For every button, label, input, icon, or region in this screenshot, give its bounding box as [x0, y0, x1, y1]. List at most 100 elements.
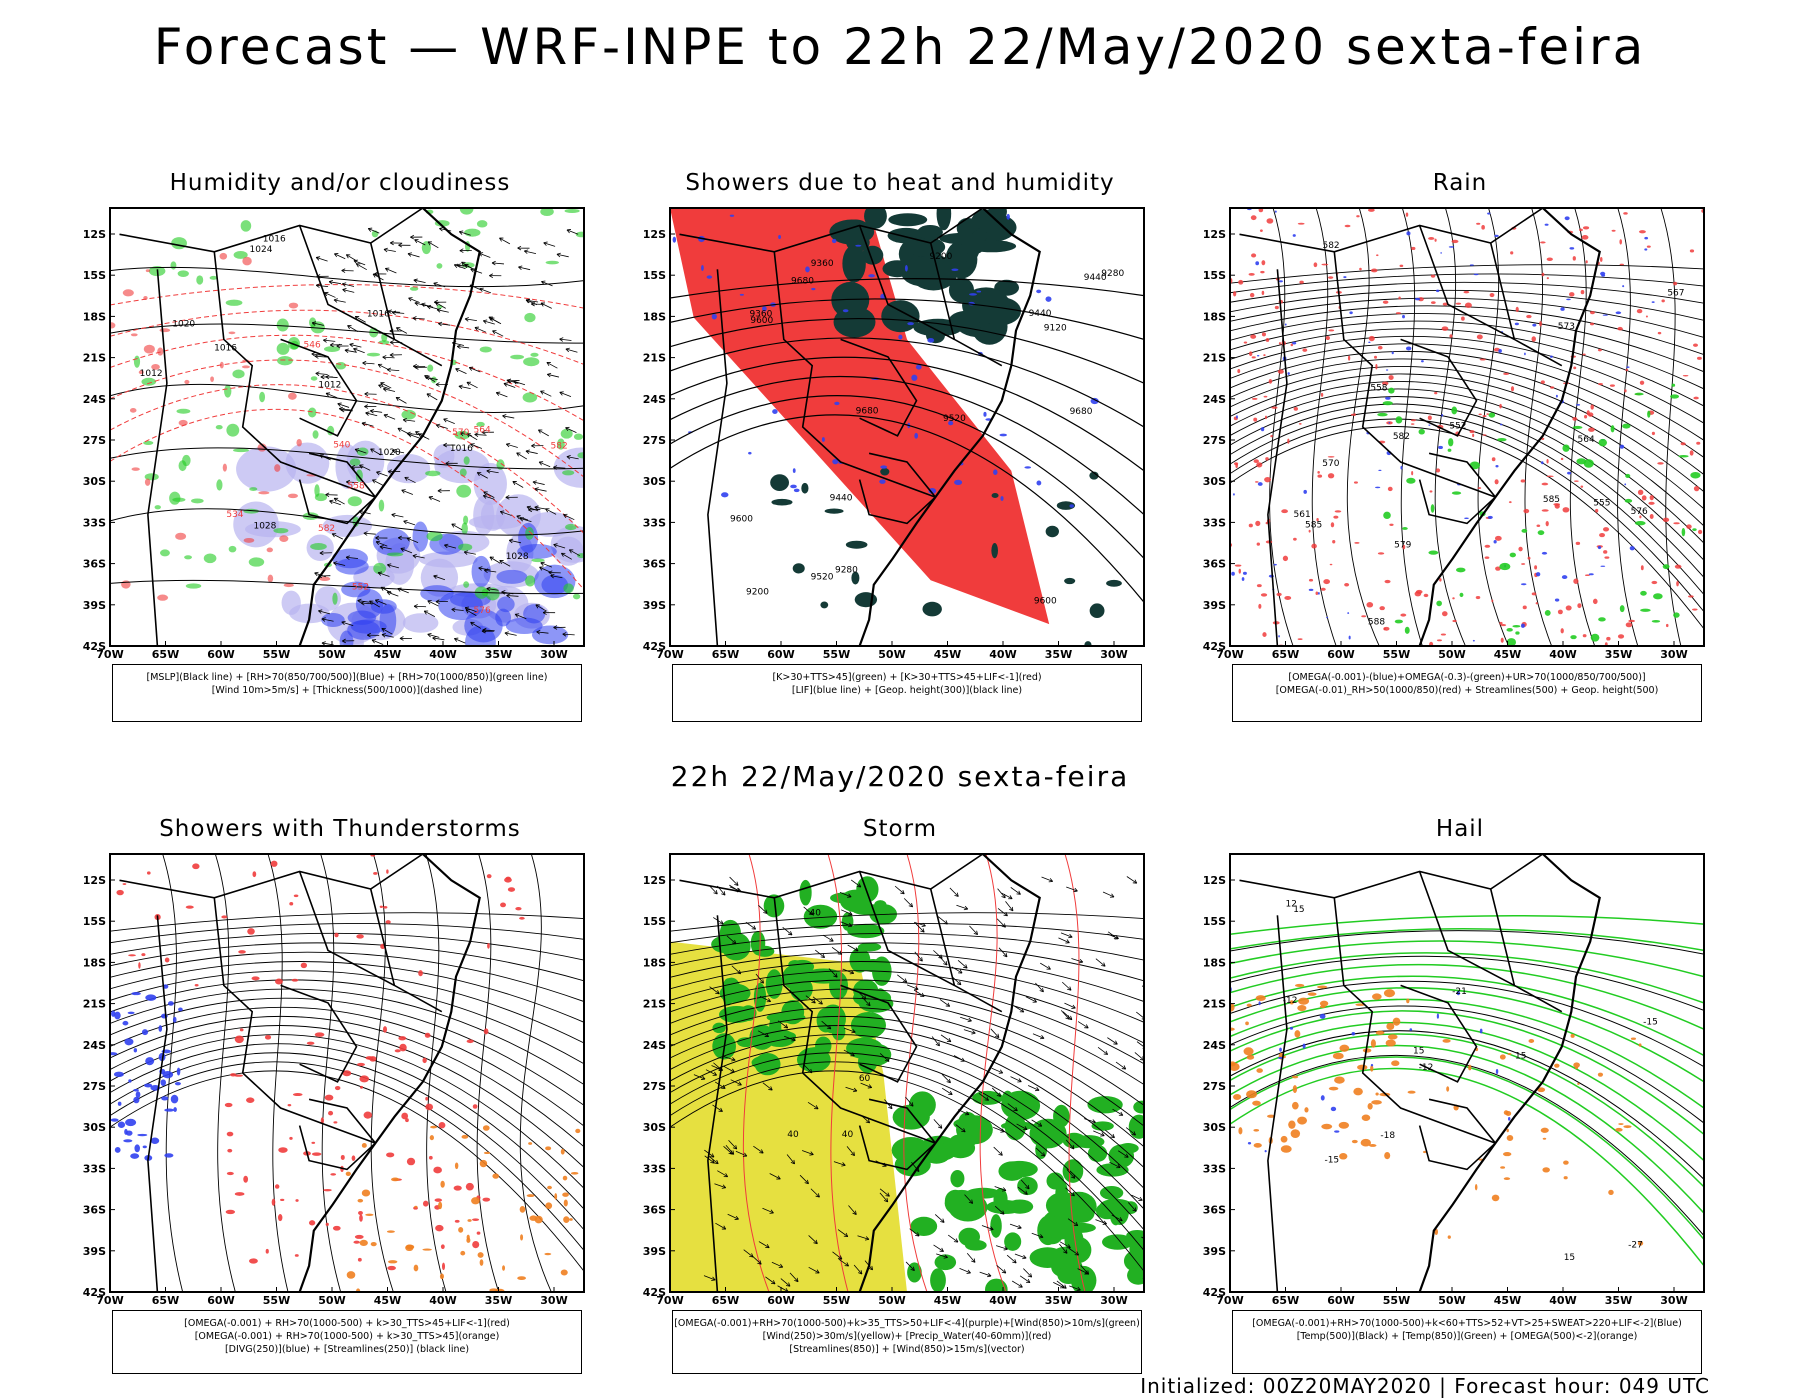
legend-box: [OMEGA(-0.001) + RH>70(1000-500) + k>30_…: [112, 1310, 582, 1374]
field-blob: [483, 1028, 489, 1035]
wind-vector: [470, 443, 482, 449]
country-border: [679, 208, 984, 253]
wind-vector: [1027, 1085, 1040, 1091]
wind-vector: [969, 925, 978, 935]
field-blob: [1531, 336, 1536, 342]
field-blob: [1298, 997, 1310, 1005]
wind-vector-head: [371, 639, 377, 644]
wind-vector-head: [376, 471, 381, 476]
field-blob: [1447, 1235, 1451, 1239]
field-blob: [1264, 1149, 1267, 1153]
field-blob: [230, 1073, 237, 1077]
field-blob: [1317, 985, 1328, 989]
wind-vector: [765, 1276, 776, 1285]
wind-vector-head: [808, 910, 814, 916]
wind-vector: [415, 431, 426, 439]
country-border: [298, 871, 395, 987]
country-border: [1489, 888, 1563, 1013]
wind-vector-head: [553, 625, 558, 630]
wind-vector-head: [314, 571, 319, 577]
field-blob: [325, 1222, 329, 1227]
wind-vector-head: [342, 638, 346, 644]
wind-vector-head: [458, 230, 464, 235]
field-blob: [936, 208, 952, 231]
field-blob: [138, 962, 141, 969]
contour-label: -18: [1380, 1131, 1395, 1141]
field-blob: [1293, 407, 1299, 411]
wind-vector: [841, 909, 853, 916]
lon-tick-label: 45W: [934, 1294, 961, 1307]
field-blob: [356, 934, 364, 939]
field-blob: [361, 1143, 367, 1148]
contour-line: [1230, 388, 1704, 544]
wind-vector-head: [759, 979, 764, 984]
field-blob: [1260, 427, 1265, 432]
country-border: [1333, 897, 1496, 1144]
subtitle: 22h 22/May/2020 sexta-feira: [670, 760, 1130, 793]
field-blob: [1311, 543, 1317, 549]
wind-vector-head: [387, 367, 392, 373]
lon-tick-label: 50W: [878, 1294, 905, 1307]
field-blob: [422, 1248, 432, 1251]
field-blob: [1330, 522, 1335, 528]
lat-tick-label: 12S: [1203, 874, 1226, 887]
lat-tick-label: 39S: [1203, 1245, 1226, 1258]
wind-vector-head: [347, 325, 352, 330]
wind-vector-head: [403, 519, 408, 525]
contour-line: [670, 395, 1144, 559]
wind-vector-head: [1073, 1221, 1079, 1227]
wind-vector-head: [837, 1255, 843, 1260]
wind-vector: [361, 422, 374, 427]
field-blob: [1600, 565, 1606, 567]
field-blob: [712, 1022, 726, 1034]
wind-vector: [459, 231, 471, 236]
field-blob: [1624, 498, 1633, 503]
field-blob: [1611, 229, 1616, 232]
field-blob: [1017, 1176, 1038, 1196]
field-blob: [1582, 353, 1586, 356]
field-blob: [1297, 638, 1303, 640]
wind-vector: [463, 551, 476, 555]
field-blob: [845, 540, 868, 549]
field-blob: [1263, 395, 1268, 398]
wind-vector-head: [540, 561, 545, 567]
field-blob: [236, 446, 297, 492]
field-blob: [553, 447, 584, 488]
wind-vector: [838, 1258, 849, 1267]
wind-vector: [337, 403, 350, 408]
field-blob: [453, 1185, 462, 1191]
contour-label: 588: [1368, 618, 1385, 628]
field-blob: [1230, 1027, 1235, 1031]
field-blob: [1638, 230, 1646, 234]
contour-label: 576: [1631, 507, 1648, 517]
legend-line: [DIVG(250)](blue) + [Streamlines(250)] (…: [224, 1344, 470, 1355]
wind-vector-head: [766, 998, 771, 1003]
map-panel-5: Storm 40 40 40 60 12S 15S 18S 21S 24S 27S 30S 33S 36S…: [620, 816, 1180, 1386]
field-blob: [1299, 280, 1304, 284]
field-blob: [1447, 448, 1452, 452]
field-blob: [1230, 1002, 1235, 1012]
wind-vector: [1067, 1218, 1079, 1226]
field-blob: [1673, 281, 1678, 286]
wind-vector-head: [370, 448, 375, 453]
contour-line: [110, 970, 584, 1044]
field-blob: [1510, 386, 1515, 392]
field-blob: [486, 874, 492, 879]
wind-vector: [708, 1155, 719, 1164]
field-blob: [1328, 1086, 1339, 1091]
field-blob: [252, 871, 257, 878]
wind-vector-head: [315, 256, 321, 261]
contour-label: 582: [1322, 241, 1339, 251]
field-blob: [354, 1234, 364, 1239]
wind-vector-head: [721, 891, 726, 896]
wind-vector-head: [921, 922, 926, 928]
contour-line: [1230, 264, 1704, 284]
wind-vector: [828, 968, 838, 978]
wind-vector: [842, 968, 854, 974]
wind-vector: [1134, 1052, 1144, 1061]
wind-vector: [334, 253, 346, 260]
field-blob: [233, 251, 248, 259]
field-blob: [467, 1219, 472, 1222]
map-canvas: 9680968096809600960096009520952094409440…: [643, 207, 1145, 661]
legend-line: [OMEGA(-0.001)+RH>70(1000-500)+k<60+TTS>…: [1252, 1318, 1682, 1329]
